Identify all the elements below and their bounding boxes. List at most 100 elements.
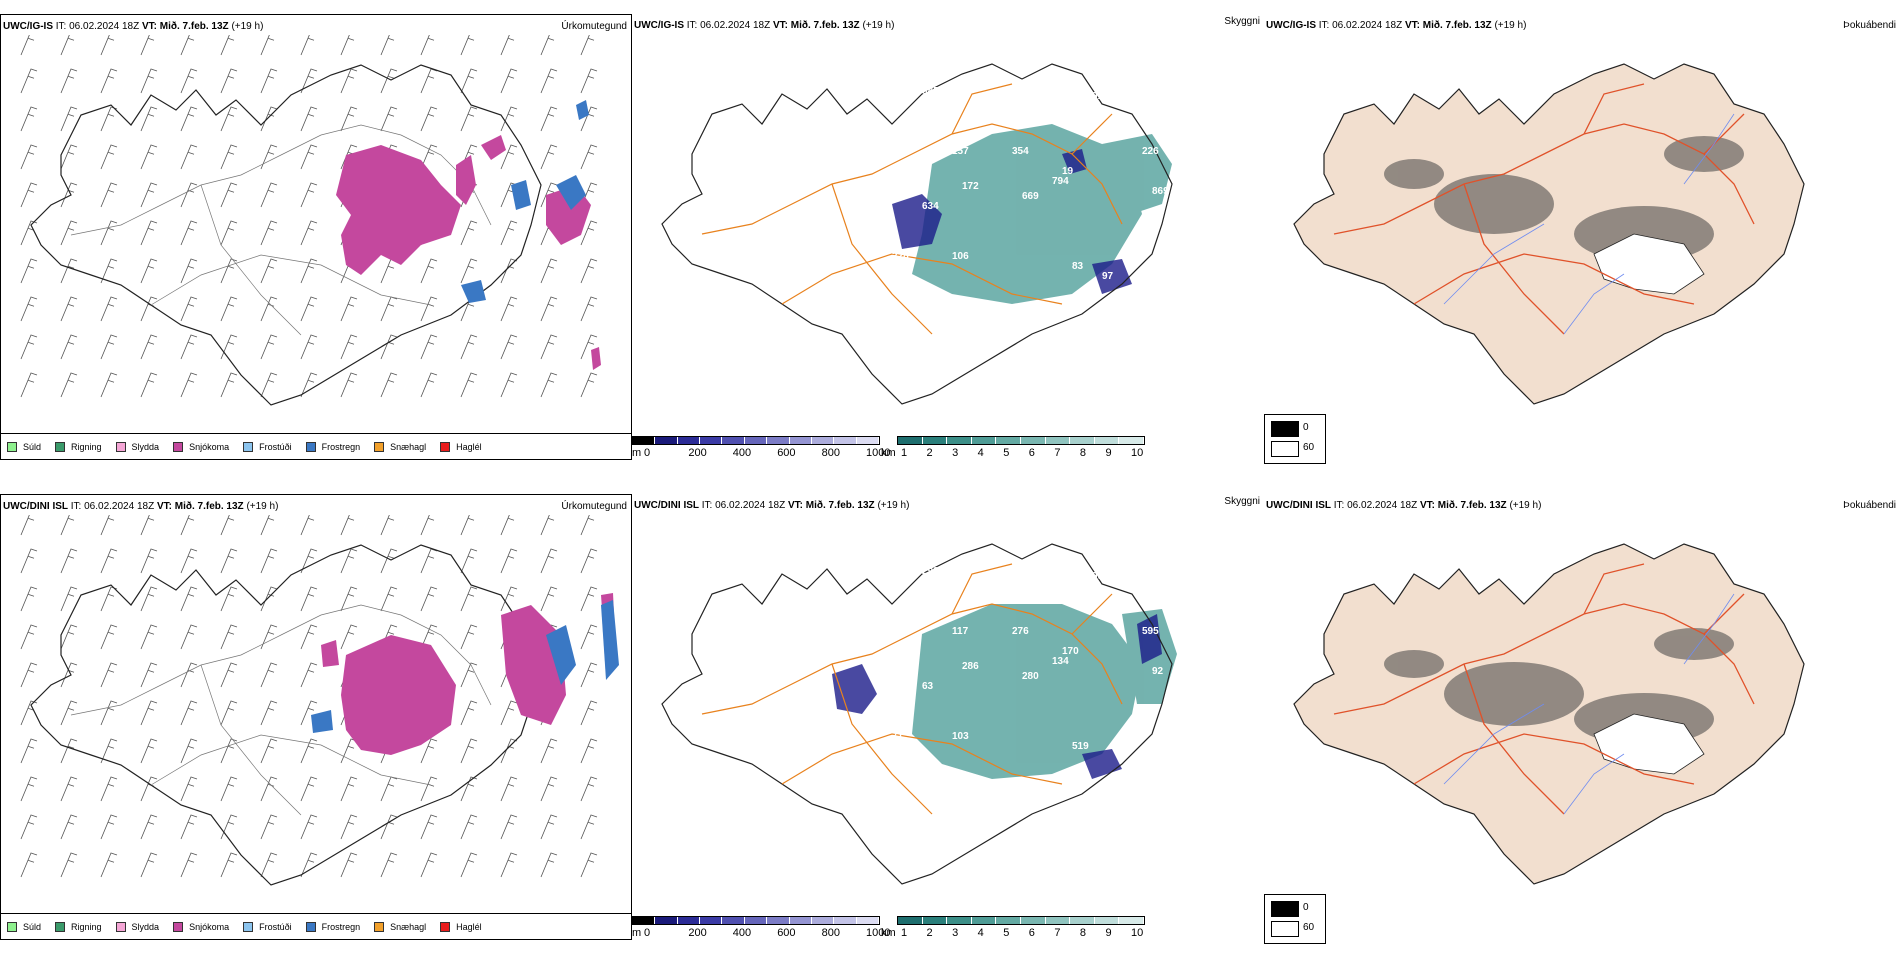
wind-barb [60,258,78,284]
wind-barb [60,814,78,840]
wind-barb [580,106,598,132]
wind-barb [500,220,518,246]
colorbar-segment [744,917,768,924]
colorbar-tick: 800 [821,927,840,939]
wind-barb [180,776,198,802]
wind-barb [220,852,238,878]
precip-type-panel: UWC/DINI ISL IT: 06.02.2024 18Z VT: Mið.… [0,494,632,940]
colorbar-tick: 5 [1003,447,1010,459]
wind-barb [60,182,78,208]
wind-barb [340,372,358,398]
legend-label: Haglél [456,921,482,932]
wind-barb [540,35,555,56]
wind-barb [420,586,438,612]
wind-barb [380,515,395,536]
visibility-map: 293 105 99 117 275 306 170 595 117 276 92 106 286 280… [661,543,1177,885]
legend-swatch [115,441,126,452]
roads [70,604,492,816]
vt-value: Mið. 7.feb. 13Z [790,20,860,31]
wind-barb [580,515,595,536]
wind-barb [340,738,358,764]
colorbar-tick: 400 [732,927,752,939]
wind-barb [460,586,478,612]
it-label: IT: [701,500,713,511]
wind-barb [380,852,398,878]
legend-swatch [243,921,254,932]
wind-barb [180,106,198,132]
wind-barb [340,68,358,94]
colorbar-segment [971,917,997,924]
wind-barb [580,700,598,726]
panel-header: UWC/DINI ISL IT: 06.02.2024 18Z VT: Mið.… [634,500,909,511]
wind-barb [180,662,198,688]
wind-barb [100,852,118,878]
wind-barb [220,738,238,764]
model-name: UWC/DINI ISL [1266,500,1331,511]
vt-value: Mið. 7.feb. 13Z [174,501,244,512]
it-value: 06.02.2024 18Z [1332,20,1403,31]
ceiling-labels: 293 105 99 117 275 306 170 595 117 276 92 106 286 280… [772,566,1164,752]
ceiling-colorbar-swatches [632,436,880,445]
colorbar-tick: 1 [901,447,908,459]
precip-legend: Súld Rigning Slydda Snjókoma Frostúði Frostre… [1,433,631,459]
legend-item: Frostúði [243,921,292,932]
ceiling-value-label: 83 [1072,261,1084,272]
ceiling-value-label: 150 [882,126,899,137]
vt-value: Mið. 7.feb. 13Z [1437,500,1507,511]
colorbar-segment [1070,437,1095,444]
colorbar-segment [700,917,723,924]
wind-barb [460,220,478,246]
wind-barb [420,35,435,56]
wind-barb [460,68,478,94]
ceiling-value-label: 117 [952,626,969,637]
visibility-panel: UWC/IG-IS IT: 06.02.2024 18Z VT: Mið. 7.… [632,14,1264,460]
wind-barb [20,662,38,688]
colorbar-tick: 7 [1054,927,1061,939]
visibility-map: 385 161 91 31 150 98 19 226 157 354 869 431 172 669 79… [661,63,1173,405]
colorbar-segment [633,917,656,924]
legend-label: Snjókoma [189,921,230,932]
wind-barb [60,548,78,574]
wind-barb [340,814,358,840]
wind-barb [300,144,318,170]
wind-barb [340,852,358,878]
wind-barb [300,106,318,132]
wind-barb [300,515,315,536]
wind-barb [180,700,198,726]
wind-barb [540,106,558,132]
wind-barb [260,372,278,398]
wind-barb [580,372,598,398]
panel-header: UWC/IG-IS IT: 06.02.2024 18Z VT: Mið. 7.… [3,21,263,32]
wind-barb [220,334,238,360]
colorbar-tick: 4 [977,447,984,459]
ceiling-value-label: 117 [812,616,829,627]
colorbar-segment [856,917,879,924]
ceiling-value-label: 71 [892,731,904,742]
legend-swatch [374,921,385,932]
ceiling-unit: m [632,927,642,939]
colorbar-segment [1045,917,1071,924]
wind-barb [100,35,115,56]
ceiling-value-label: 99 [1092,571,1104,582]
wind-barb [100,548,118,574]
precip-type-panel: UWC/IG-IS IT: 06.02.2024 18Z VT: Mið. 7.… [0,14,632,460]
wind-barb [580,220,598,246]
wind-barb [220,296,238,322]
colorbar-segment [1119,437,1144,444]
legend-item: Rigning [55,921,102,932]
wind-barb [420,548,438,574]
wind-barb [180,738,198,764]
wind-barb [420,624,438,650]
wind-barb [540,776,558,802]
colorbar-segment [922,437,948,444]
legend-swatch [440,441,451,452]
wind-barb [180,182,198,208]
wind-barb [140,35,155,56]
key-white-swatch [1271,921,1299,937]
wind-barb [20,182,38,208]
wind-barb [460,776,478,802]
ceiling-value-label: 275 [882,606,899,617]
wind-barb [140,738,158,764]
legend-swatch [115,921,126,932]
wind-barb [300,624,318,650]
